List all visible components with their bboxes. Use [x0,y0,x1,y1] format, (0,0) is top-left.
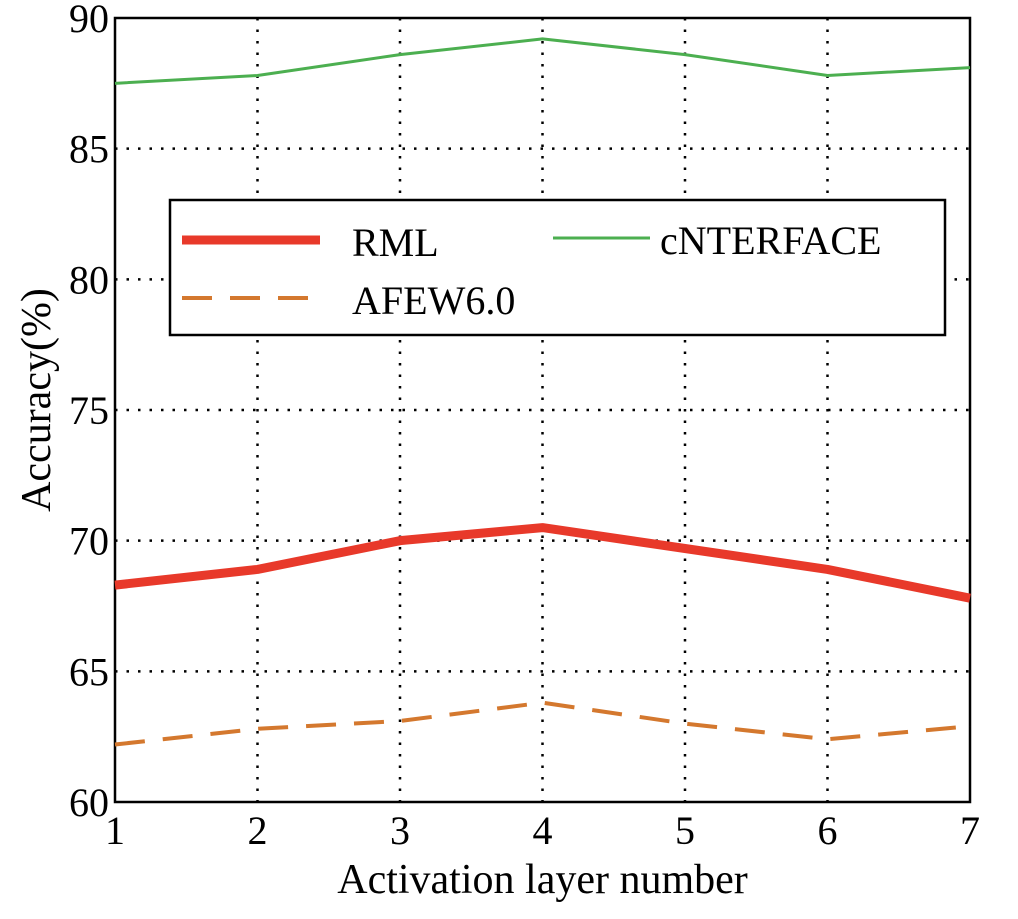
y-tick-label-60: 60 [69,780,109,825]
y-tick-label-80: 80 [69,257,109,302]
x-tick-label-4: 4 [533,808,553,853]
legend-label-cnterface: cNTERFACE [660,218,881,263]
series-line-rml [115,528,970,599]
x-tick-label-7: 7 [960,808,980,853]
y-tick-label-85: 85 [69,127,109,172]
y-tick-label-65: 65 [69,649,109,694]
grid [115,18,970,802]
y-tick-label-70: 70 [69,519,109,564]
legend-label-afew: AFEW6.0 [352,278,515,323]
x-tick-label-3: 3 [390,808,410,853]
x-tick-label-5: 5 [675,808,695,853]
y-tick-label-75: 75 [69,388,109,433]
x-tick-label-2: 2 [248,808,268,853]
legend-label-rml: RML [352,220,439,265]
y-tick-label-90: 90 [69,0,109,41]
legend: RML cNTERFACE AFEW6.0 [170,200,945,335]
y-axis-label: Accuracy(%) [14,288,60,512]
x-axis-label: Activation layer number [337,857,748,903]
x-tick-label-6: 6 [818,808,838,853]
